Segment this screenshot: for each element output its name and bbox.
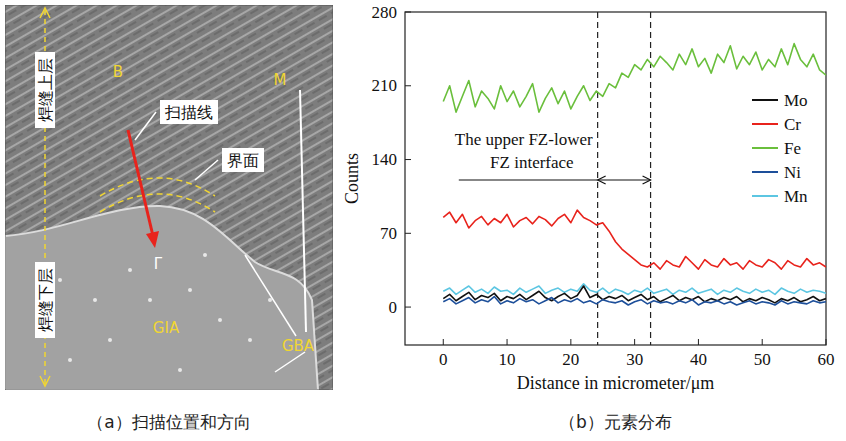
inclusion (58, 278, 62, 282)
label-bg (35, 262, 55, 338)
leader (275, 352, 305, 372)
leader (245, 255, 296, 336)
x-tick-label: 50 (754, 350, 771, 369)
annotation-text: FZ interface (490, 153, 574, 172)
micrograph (5, 5, 333, 390)
x-tick-label: 20 (562, 350, 579, 369)
y-tick-label: 0 (389, 298, 398, 317)
x-tick-label: 40 (690, 350, 707, 369)
interface-arc (100, 194, 215, 212)
inclusion (108, 338, 112, 342)
inclusion (68, 358, 72, 362)
annotation-span (598, 179, 651, 180)
inclusion (128, 268, 132, 272)
phase-label: GBA (282, 337, 315, 355)
y-tick (405, 307, 411, 308)
arrow-head (643, 176, 651, 184)
x-tick-label: 0 (439, 350, 448, 369)
label-bg (35, 52, 55, 128)
layer-label: 焊缝下层 (36, 268, 55, 332)
phase-label: B (113, 63, 123, 81)
y-tick (405, 233, 411, 234)
x-tick (570, 339, 571, 345)
legend-label: Mn (784, 187, 808, 206)
plot-frame (405, 12, 826, 345)
inclusion (178, 368, 182, 372)
inclusion (268, 298, 272, 302)
leader (135, 112, 156, 140)
series-line (443, 286, 826, 303)
series-line (443, 284, 826, 295)
inclusion (218, 318, 222, 322)
inclusion (188, 288, 192, 292)
figure: 焊缝上层焊缝下层 扫描线界面 B M Γ GIA GBA （a）扫描位置和方向 0 10 20 30 4… (0, 0, 846, 441)
series-line (443, 44, 826, 113)
phase-label: M (274, 71, 287, 89)
x-tick (634, 339, 635, 345)
legend-swatch (752, 171, 778, 173)
y-tick-label: 280 (372, 3, 398, 22)
y-tick-label: 70 (380, 224, 397, 243)
legend-label: Fe (784, 139, 801, 158)
annotation-label: 扫描线 (164, 103, 213, 122)
leader (195, 160, 218, 180)
inclusion (248, 338, 252, 342)
series-group (443, 44, 826, 305)
x-tick-label: 60 (818, 350, 835, 369)
inclusion (203, 253, 207, 257)
series-line (443, 210, 826, 269)
legend-swatch (752, 147, 778, 149)
x-tick (507, 339, 508, 345)
x-tick (762, 339, 763, 345)
x-tick-label: 10 (499, 350, 516, 369)
y-tick (405, 12, 411, 13)
y-tick (405, 159, 411, 160)
legend-label: Mo (784, 91, 808, 110)
y-tick-label: 140 (372, 150, 398, 169)
arrow-head (40, 376, 50, 386)
series-line (443, 297, 826, 305)
y-tick (405, 85, 411, 86)
inclusion (93, 298, 97, 302)
image-frame (5, 5, 333, 390)
lower-weld-region (5, 206, 318, 390)
x-tick-label: 30 (626, 350, 643, 369)
arrow-head (598, 176, 606, 184)
annotation-underline (459, 179, 598, 180)
y-axis-title: Counts (342, 153, 362, 204)
upper-weld-region (5, 5, 333, 390)
y-tick-label: 210 (372, 76, 398, 95)
annotation-label: 界面 (227, 151, 259, 170)
layer-label: 焊缝上层 (36, 58, 55, 122)
legend-swatch (752, 99, 778, 101)
phase-label: GIA (153, 319, 180, 337)
x-tick (826, 339, 827, 345)
x-tick (443, 339, 444, 345)
leader (300, 90, 306, 332)
inclusion (148, 298, 152, 302)
scan-line (128, 130, 153, 236)
caption: （a）扫描位置和方向 (87, 412, 250, 432)
x-axis-title: Distance in micrometer/μm (517, 373, 715, 393)
legend-label: Cr (784, 115, 801, 134)
legend-swatch (752, 195, 778, 197)
label-bg (222, 148, 264, 172)
arrow-head (40, 8, 50, 18)
phase-label: Γ (154, 255, 163, 273)
arrow-head (146, 231, 159, 248)
label-bg (160, 100, 218, 124)
x-tick (698, 339, 699, 345)
legend-swatch (752, 123, 778, 125)
legend-label: Ni (784, 163, 801, 182)
annotation-text: The upper FZ-lower (455, 130, 593, 149)
caption: （b）元素分布 (559, 412, 672, 432)
